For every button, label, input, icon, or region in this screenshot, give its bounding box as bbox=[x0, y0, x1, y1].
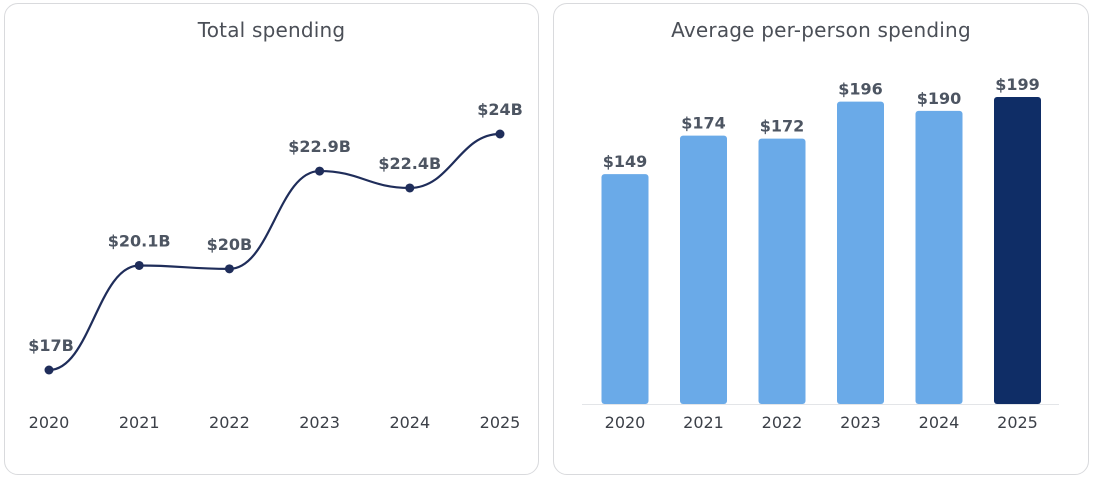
total-spending-card: Total spending $17B 2020 $20.1B 2021 $20B 202… bbox=[4, 3, 539, 475]
data-label: $196 bbox=[838, 80, 883, 99]
data-label: $22.4B bbox=[378, 154, 441, 173]
data-point bbox=[405, 183, 415, 193]
x-tick-label: 2024 bbox=[389, 413, 430, 432]
x-tick-label: 2020 bbox=[605, 413, 646, 432]
series-line bbox=[48, 132, 501, 372]
x-tick-label: 2025 bbox=[480, 413, 521, 432]
data-label: $149 bbox=[603, 152, 648, 171]
chart-title: Average per-person spending bbox=[671, 18, 971, 42]
data-point bbox=[495, 129, 505, 139]
data-label: $172 bbox=[760, 117, 805, 136]
x-tick-label: 2020 bbox=[29, 413, 70, 432]
bar bbox=[601, 174, 649, 404]
data-label: $22.9B bbox=[288, 137, 351, 156]
data-label: $190 bbox=[917, 89, 962, 108]
per-person-spending-card: Average per-person spending $149 2020 $174… bbox=[553, 3, 1089, 475]
chart-title: Total spending bbox=[197, 18, 346, 42]
data-label: $20B bbox=[207, 235, 253, 254]
bar bbox=[758, 138, 806, 404]
bar bbox=[837, 101, 884, 404]
x-tick-label: 2024 bbox=[919, 413, 960, 432]
data-label: $24B bbox=[477, 100, 523, 119]
x-tick-label: 2022 bbox=[762, 413, 803, 432]
x-tick-label: 2021 bbox=[683, 413, 724, 432]
data-label: $17B bbox=[28, 336, 74, 355]
x-tick-label: 2023 bbox=[840, 413, 881, 432]
data-point bbox=[315, 166, 325, 176]
line-chart: $17B 2020 $20.1B 2021 $20B 2022 $22.9B 2023 $22.… bbox=[28, 100, 523, 432]
data-point bbox=[44, 365, 54, 375]
bar bbox=[994, 97, 1041, 404]
data-label: $199 bbox=[995, 75, 1040, 94]
x-tick-label: 2021 bbox=[119, 413, 160, 432]
bar bbox=[680, 135, 727, 404]
bar-chart: $149 2020 $174 2021 $172 2022 $196 2023 $190 2024… bbox=[582, 75, 1059, 432]
data-point bbox=[224, 264, 234, 274]
x-tick-label: 2022 bbox=[209, 413, 250, 432]
data-label: $20.1B bbox=[108, 231, 171, 250]
x-tick-label: 2023 bbox=[299, 413, 340, 432]
data-label: $174 bbox=[681, 114, 726, 133]
x-tick-label: 2025 bbox=[997, 413, 1038, 432]
data-point bbox=[134, 260, 144, 270]
bar bbox=[915, 110, 963, 404]
